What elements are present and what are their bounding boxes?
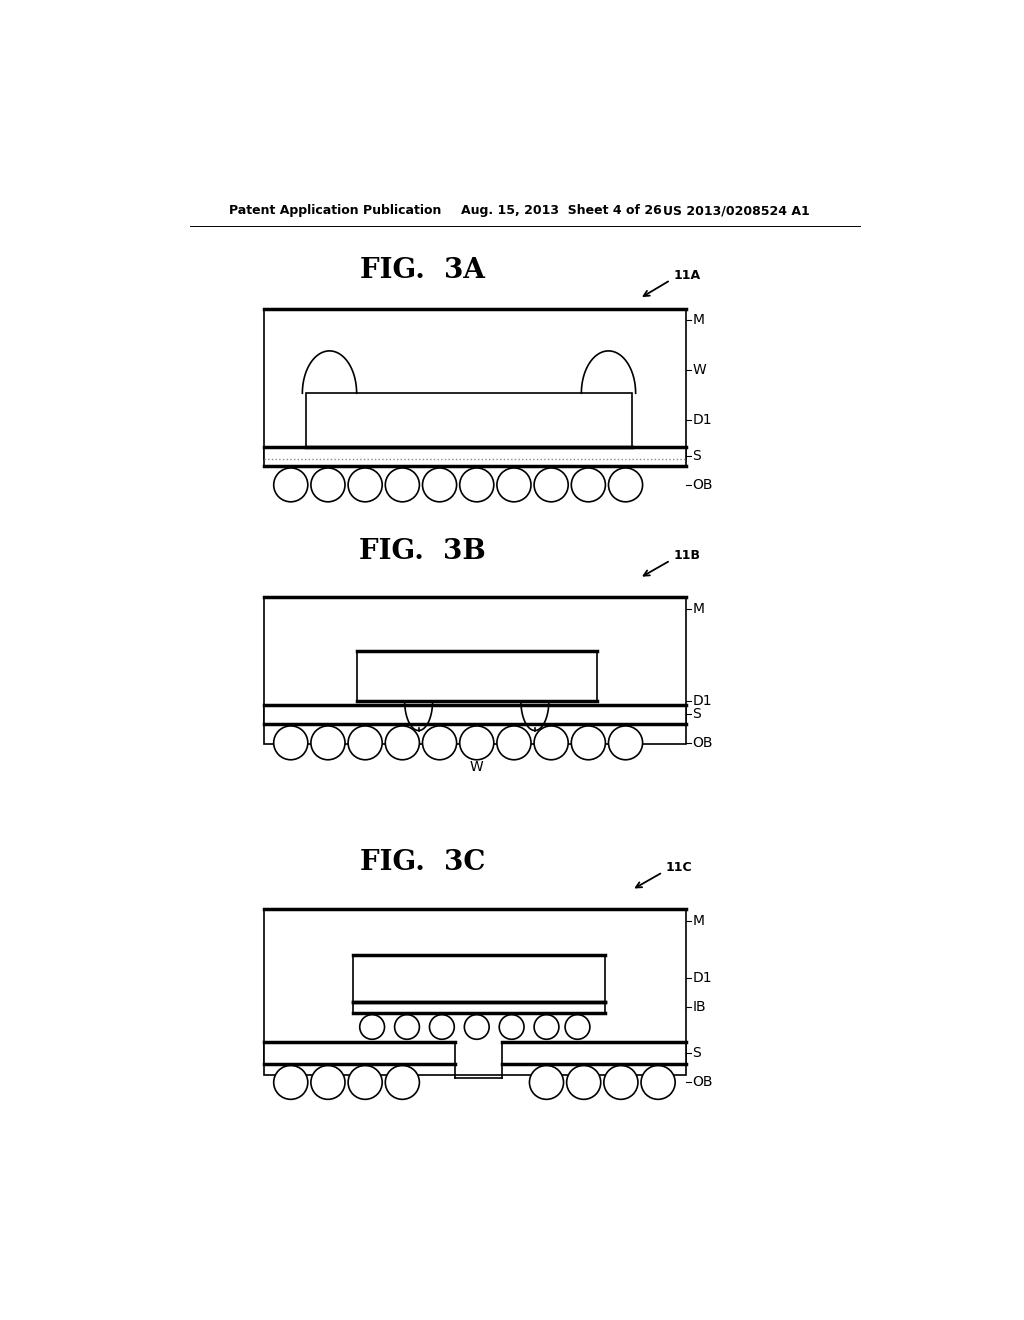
Text: FIG.  3A: FIG. 3A — [360, 256, 485, 284]
Circle shape — [348, 1065, 382, 1100]
Text: Patent Application Publication: Patent Application Publication — [228, 205, 441, 218]
Circle shape — [608, 469, 643, 502]
Circle shape — [385, 1065, 420, 1100]
Circle shape — [348, 726, 382, 760]
Circle shape — [497, 726, 531, 760]
Circle shape — [394, 1015, 420, 1039]
Bar — [352, 1002, 604, 1014]
Circle shape — [535, 469, 568, 502]
Text: OB: OB — [692, 735, 713, 750]
Text: M: M — [692, 602, 705, 616]
Circle shape — [500, 1015, 524, 1039]
Circle shape — [273, 469, 308, 502]
Text: D1: D1 — [692, 694, 712, 709]
Text: M: M — [692, 313, 705, 327]
Circle shape — [604, 1065, 638, 1100]
Text: M: M — [692, 913, 705, 928]
Text: 11C: 11C — [666, 861, 692, 874]
Text: 11A: 11A — [674, 269, 700, 282]
Bar — [502, 1043, 686, 1064]
Circle shape — [359, 1015, 385, 1039]
Circle shape — [464, 1015, 489, 1039]
Text: FIG.  3B: FIG. 3B — [359, 537, 485, 565]
Circle shape — [273, 726, 308, 760]
Circle shape — [385, 469, 420, 502]
Bar — [263, 1043, 455, 1064]
Circle shape — [497, 469, 531, 502]
Bar — [263, 598, 686, 743]
Circle shape — [535, 1015, 559, 1039]
Bar — [263, 705, 686, 725]
Bar — [356, 651, 597, 701]
Circle shape — [423, 726, 457, 760]
Text: W: W — [692, 363, 706, 378]
Circle shape — [460, 469, 494, 502]
Text: S: S — [692, 449, 701, 463]
Circle shape — [566, 1065, 601, 1100]
Circle shape — [311, 469, 345, 502]
Circle shape — [348, 469, 382, 502]
Bar — [263, 447, 686, 466]
Text: D1: D1 — [692, 972, 712, 986]
Circle shape — [385, 726, 420, 760]
Text: D1: D1 — [692, 413, 712, 428]
Text: S: S — [692, 708, 701, 721]
Circle shape — [608, 726, 643, 760]
Circle shape — [535, 726, 568, 760]
Circle shape — [460, 726, 494, 760]
Circle shape — [273, 1065, 308, 1100]
Bar — [306, 393, 632, 447]
Text: W: W — [470, 760, 483, 774]
Circle shape — [571, 469, 605, 502]
Circle shape — [571, 726, 605, 760]
Text: OB: OB — [692, 478, 713, 492]
Circle shape — [311, 726, 345, 760]
Text: US 2013/0208524 A1: US 2013/0208524 A1 — [663, 205, 810, 218]
Circle shape — [311, 1065, 345, 1100]
Circle shape — [429, 1015, 455, 1039]
Text: S: S — [692, 1047, 701, 1060]
Circle shape — [565, 1015, 590, 1039]
Text: FIG.  3C: FIG. 3C — [359, 850, 485, 876]
Circle shape — [423, 469, 457, 502]
Bar — [263, 909, 686, 1074]
Bar — [263, 309, 686, 459]
Text: OB: OB — [692, 1076, 713, 1089]
Bar — [352, 956, 604, 1002]
Circle shape — [529, 1065, 563, 1100]
Circle shape — [641, 1065, 675, 1100]
Text: Aug. 15, 2013  Sheet 4 of 26: Aug. 15, 2013 Sheet 4 of 26 — [461, 205, 662, 218]
Text: IB: IB — [692, 1001, 706, 1014]
Text: 11B: 11B — [674, 549, 700, 562]
